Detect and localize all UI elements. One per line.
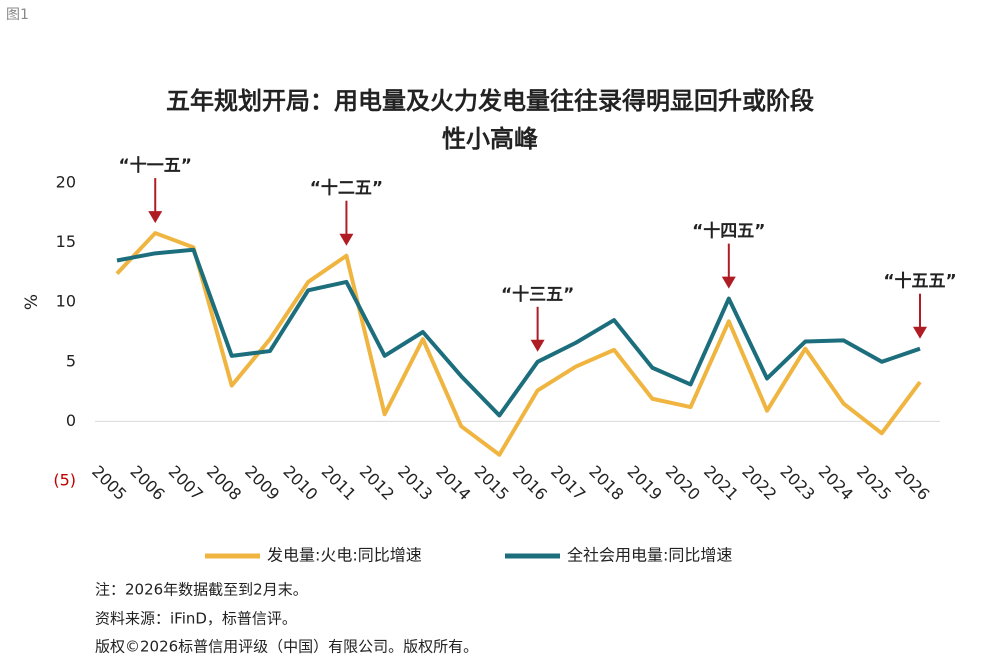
x-tick-label: 2018 [585, 462, 627, 504]
y-tick-label: 10 [56, 292, 76, 311]
figure-label: 图1 [6, 7, 29, 23]
y-tick-label: (5) [53, 471, 76, 490]
x-tick-label: 2006 [126, 462, 168, 504]
annotation-arrowhead [721, 276, 736, 289]
annotation: “十一五” [119, 155, 192, 176]
annotation-arrowhead [339, 233, 354, 246]
x-tick-label: 2019 [624, 462, 666, 504]
y-tick-label: 0 [66, 411, 76, 430]
note: 资料来源：iFinD，标普信评。 [95, 610, 297, 628]
annotation-arrowhead [530, 339, 545, 352]
note: 注：2026年数据截至到2月末。 [95, 581, 308, 599]
x-tick-label: 2014 [432, 462, 474, 504]
x-tick-label: 2010 [279, 462, 321, 504]
x-tick-label: 2012 [356, 462, 398, 504]
series-line [115, 231, 922, 457]
chart-title: 性小高峰 [442, 125, 538, 153]
x-tick-label: 2017 [547, 462, 589, 504]
annotation: “十五五” [883, 271, 956, 292]
x-tick-label: 2025 [853, 462, 895, 504]
x-tick-label: 2013 [394, 462, 436, 504]
x-tick-label: 2009 [241, 462, 283, 504]
x-tick-label: 2023 [776, 462, 818, 504]
legend-label: 全社会用电量:同比增速 [567, 546, 732, 565]
x-tick-label: 2022 [738, 462, 780, 504]
legend-label: 发电量:火电:同比增速 [267, 546, 422, 565]
x-tick-label: 2026 [891, 462, 933, 504]
annotation-arrowhead [913, 326, 927, 339]
y-axis-label: % [22, 294, 42, 310]
x-tick-label: 2015 [471, 462, 513, 504]
annotation: “十四五” [692, 221, 765, 242]
chart-title: 五年规划开局：用电量及火力发电量往往录得明显回升或阶段 [166, 87, 814, 115]
annotation-arrowhead [148, 211, 163, 224]
x-tick-label: 2021 [700, 462, 742, 504]
x-tick-label: 2005 [88, 462, 130, 504]
x-tick-label: 2016 [509, 462, 551, 504]
annotation: “十二五” [310, 178, 383, 199]
series-line [116, 247, 921, 418]
note: 版权©2026标普信用评级（中国）有限公司。版权所有。 [95, 638, 478, 656]
x-tick-label: 2020 [662, 462, 704, 504]
y-tick-label: 5 [66, 351, 76, 370]
x-tick-label: 2024 [815, 462, 857, 504]
x-tick-label: 2007 [165, 462, 207, 504]
x-tick-label: 2008 [203, 462, 245, 504]
y-tick-label: 15 [56, 232, 76, 251]
x-tick-label: 2011 [318, 462, 360, 504]
annotation: “十三五” [501, 284, 574, 305]
y-tick-label: 20 [56, 173, 76, 192]
